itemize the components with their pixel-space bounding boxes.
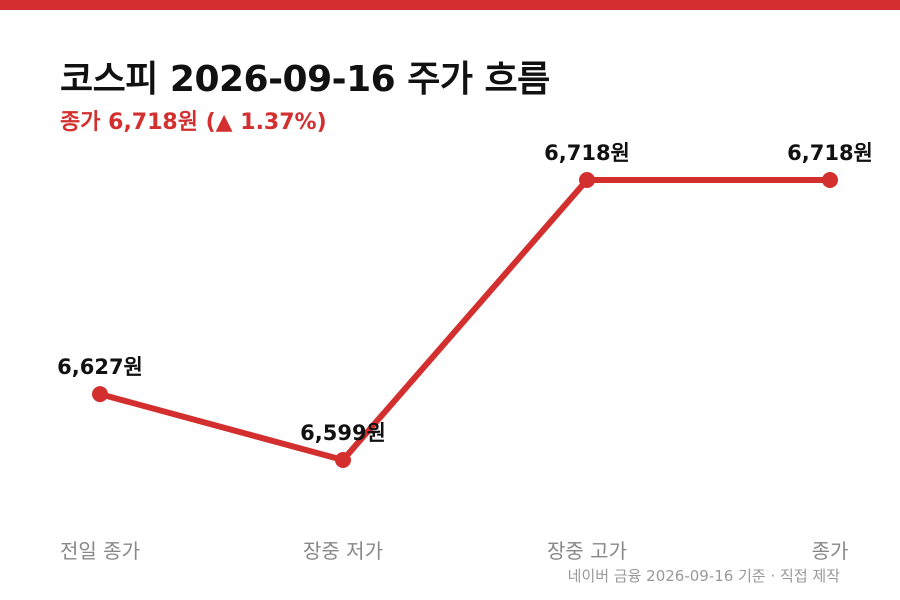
series-line — [97, 177, 833, 463]
chart-subtitle: 종가 6,718원 (▲ 1.37%) — [60, 110, 327, 135]
data-label: 6,718원 — [544, 141, 630, 165]
data-label: 6,718원 — [787, 141, 873, 165]
data-point — [822, 172, 838, 188]
chart-title: 코스피 2026-09-16 주가 흐름 — [60, 59, 550, 100]
category-label: 종가 — [812, 539, 849, 563]
category-label: 장중 저가 — [303, 539, 383, 563]
category-label: 장중 고가 — [547, 539, 627, 563]
data-point — [335, 452, 351, 468]
category-label: 전일 종가 — [60, 539, 140, 563]
data-point — [579, 172, 595, 188]
top-accent-bar — [0, 0, 900, 10]
source-note: 네이버 금융 2026-09-16 기준 · 직접 제작 — [567, 567, 840, 585]
data-point — [92, 386, 108, 403]
data-label: 6,599원 — [300, 421, 386, 445]
data-label: 6,627원 — [57, 355, 143, 379]
